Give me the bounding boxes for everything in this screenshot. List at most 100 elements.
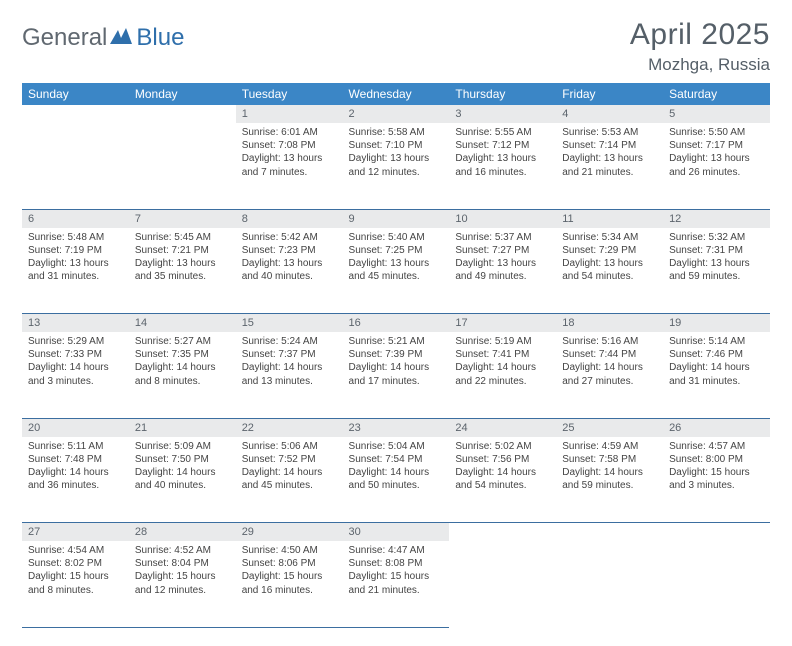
day-details: Sunrise: 4:57 AMSunset: 8:00 PMDaylight:… <box>663 437 770 497</box>
day-number-row: 13141516171819 <box>22 314 770 333</box>
day-cell <box>22 123 129 209</box>
day-cell: Sunrise: 5:04 AMSunset: 7:54 PMDaylight:… <box>343 437 450 523</box>
day-details: Sunrise: 4:52 AMSunset: 8:04 PMDaylight:… <box>129 541 236 601</box>
sunrise-text: Sunrise: 5:24 AM <box>242 335 337 348</box>
weekday-heading: Tuesday <box>236 83 343 105</box>
day-number-cell: 12 <box>663 209 770 228</box>
daylight-text: Daylight: 13 hours and 16 minutes. <box>455 152 550 178</box>
day-number-cell: 1 <box>236 105 343 123</box>
daylight-text: Daylight: 15 hours and 3 minutes. <box>669 466 764 492</box>
day-cell: Sunrise: 5:48 AMSunset: 7:19 PMDaylight:… <box>22 228 129 314</box>
day-cell: Sunrise: 5:50 AMSunset: 7:17 PMDaylight:… <box>663 123 770 209</box>
daylight-text: Daylight: 14 hours and 59 minutes. <box>562 466 657 492</box>
sunrise-text: Sunrise: 5:06 AM <box>242 440 337 453</box>
day-cell: Sunrise: 4:59 AMSunset: 7:58 PMDaylight:… <box>556 437 663 523</box>
day-details: Sunrise: 5:06 AMSunset: 7:52 PMDaylight:… <box>236 437 343 497</box>
day-details: Sunrise: 5:40 AMSunset: 7:25 PMDaylight:… <box>343 228 450 288</box>
sunrise-text: Sunrise: 5:14 AM <box>669 335 764 348</box>
sunrise-text: Sunrise: 4:59 AM <box>562 440 657 453</box>
day-cell: Sunrise: 5:29 AMSunset: 7:33 PMDaylight:… <box>22 332 129 418</box>
weekday-heading: Monday <box>129 83 236 105</box>
brand-logo: General Blue <box>22 24 184 52</box>
day-number-cell: 23 <box>343 418 450 437</box>
day-details: Sunrise: 5:45 AMSunset: 7:21 PMDaylight:… <box>129 228 236 288</box>
day-number-cell: 9 <box>343 209 450 228</box>
day-details: Sunrise: 5:50 AMSunset: 7:17 PMDaylight:… <box>663 123 770 183</box>
day-number-row: 27282930 <box>22 523 770 542</box>
daylight-text: Daylight: 15 hours and 12 minutes. <box>135 570 230 596</box>
daylight-text: Daylight: 14 hours and 13 minutes. <box>242 361 337 387</box>
day-content-row: Sunrise: 4:54 AMSunset: 8:02 PMDaylight:… <box>22 541 770 627</box>
weekday-heading: Saturday <box>663 83 770 105</box>
sunrise-text: Sunrise: 5:58 AM <box>349 126 444 139</box>
day-details: Sunrise: 5:21 AMSunset: 7:39 PMDaylight:… <box>343 332 450 392</box>
day-cell: Sunrise: 5:11 AMSunset: 7:48 PMDaylight:… <box>22 437 129 523</box>
day-number-cell <box>129 105 236 123</box>
sunrise-text: Sunrise: 5:16 AM <box>562 335 657 348</box>
day-content-row: Sunrise: 5:11 AMSunset: 7:48 PMDaylight:… <box>22 437 770 523</box>
day-details: Sunrise: 5:48 AMSunset: 7:19 PMDaylight:… <box>22 228 129 288</box>
day-number-cell: 7 <box>129 209 236 228</box>
sunrise-text: Sunrise: 5:21 AM <box>349 335 444 348</box>
daylight-text: Daylight: 13 hours and 31 minutes. <box>28 257 123 283</box>
daylight-text: Daylight: 15 hours and 8 minutes. <box>28 570 123 596</box>
sunrise-text: Sunrise: 5:55 AM <box>455 126 550 139</box>
day-details: Sunrise: 5:29 AMSunset: 7:33 PMDaylight:… <box>22 332 129 392</box>
day-number-cell: 16 <box>343 314 450 333</box>
brand-text-general: General <box>22 24 107 52</box>
sunset-text: Sunset: 7:48 PM <box>28 453 123 466</box>
sunrise-text: Sunrise: 5:29 AM <box>28 335 123 348</box>
day-details: Sunrise: 5:55 AMSunset: 7:12 PMDaylight:… <box>449 123 556 183</box>
sunrise-text: Sunrise: 4:47 AM <box>349 544 444 557</box>
day-details: Sunrise: 5:42 AMSunset: 7:23 PMDaylight:… <box>236 228 343 288</box>
day-number-cell: 11 <box>556 209 663 228</box>
sunset-text: Sunset: 7:52 PM <box>242 453 337 466</box>
day-details: Sunrise: 5:02 AMSunset: 7:56 PMDaylight:… <box>449 437 556 497</box>
day-cell: Sunrise: 5:14 AMSunset: 7:46 PMDaylight:… <box>663 332 770 418</box>
day-details: Sunrise: 4:50 AMSunset: 8:06 PMDaylight:… <box>236 541 343 601</box>
day-details: Sunrise: 5:37 AMSunset: 7:27 PMDaylight:… <box>449 228 556 288</box>
daylight-text: Daylight: 14 hours and 45 minutes. <box>242 466 337 492</box>
day-details: Sunrise: 6:01 AMSunset: 7:08 PMDaylight:… <box>236 123 343 183</box>
sunset-text: Sunset: 7:31 PM <box>669 244 764 257</box>
day-details: Sunrise: 4:59 AMSunset: 7:58 PMDaylight:… <box>556 437 663 497</box>
day-number-cell: 17 <box>449 314 556 333</box>
day-number-cell: 18 <box>556 314 663 333</box>
sunrise-text: Sunrise: 6:01 AM <box>242 126 337 139</box>
daylight-text: Daylight: 14 hours and 8 minutes. <box>135 361 230 387</box>
calendar-page: General Blue April 2025 Mozhga, Russia S… <box>0 0 792 646</box>
daylight-text: Daylight: 14 hours and 36 minutes. <box>28 466 123 492</box>
title-block: April 2025 Mozhga, Russia <box>630 18 770 75</box>
day-cell: Sunrise: 5:19 AMSunset: 7:41 PMDaylight:… <box>449 332 556 418</box>
sunrise-text: Sunrise: 5:42 AM <box>242 231 337 244</box>
sunset-text: Sunset: 7:37 PM <box>242 348 337 361</box>
daylight-text: Daylight: 13 hours and 7 minutes. <box>242 152 337 178</box>
day-cell: Sunrise: 5:45 AMSunset: 7:21 PMDaylight:… <box>129 228 236 314</box>
daylight-text: Daylight: 14 hours and 50 minutes. <box>349 466 444 492</box>
day-number-cell: 3 <box>449 105 556 123</box>
sunset-text: Sunset: 7:08 PM <box>242 139 337 152</box>
sunset-text: Sunset: 8:04 PM <box>135 557 230 570</box>
sunset-text: Sunset: 7:33 PM <box>28 348 123 361</box>
daylight-text: Daylight: 13 hours and 49 minutes. <box>455 257 550 283</box>
weekday-heading: Wednesday <box>343 83 450 105</box>
day-cell: Sunrise: 5:55 AMSunset: 7:12 PMDaylight:… <box>449 123 556 209</box>
day-number-cell: 13 <box>22 314 129 333</box>
day-number-cell: 26 <box>663 418 770 437</box>
day-cell <box>663 541 770 627</box>
day-cell: Sunrise: 5:34 AMSunset: 7:29 PMDaylight:… <box>556 228 663 314</box>
daylight-text: Daylight: 13 hours and 12 minutes. <box>349 152 444 178</box>
day-number-cell: 25 <box>556 418 663 437</box>
day-number-cell: 27 <box>22 523 129 542</box>
sunrise-text: Sunrise: 4:54 AM <box>28 544 123 557</box>
sunrise-text: Sunrise: 5:19 AM <box>455 335 550 348</box>
day-number-cell: 6 <box>22 209 129 228</box>
sunrise-text: Sunrise: 4:50 AM <box>242 544 337 557</box>
sunrise-text: Sunrise: 4:57 AM <box>669 440 764 453</box>
day-cell: Sunrise: 5:02 AMSunset: 7:56 PMDaylight:… <box>449 437 556 523</box>
sunrise-text: Sunrise: 4:52 AM <box>135 544 230 557</box>
sunset-text: Sunset: 7:29 PM <box>562 244 657 257</box>
day-number-cell: 21 <box>129 418 236 437</box>
day-number-cell: 10 <box>449 209 556 228</box>
day-content-row: Sunrise: 5:48 AMSunset: 7:19 PMDaylight:… <box>22 228 770 314</box>
